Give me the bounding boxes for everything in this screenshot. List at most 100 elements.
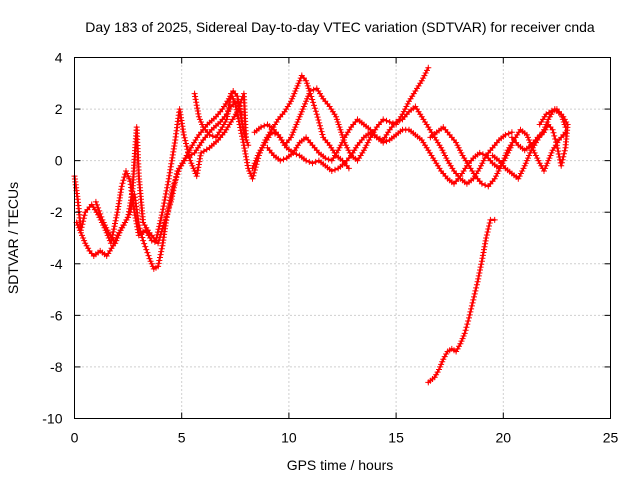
data-point xyxy=(362,144,369,151)
data-point xyxy=(294,82,301,89)
data-point xyxy=(184,146,191,153)
data-point xyxy=(436,366,442,373)
data-point xyxy=(81,212,88,219)
data-point xyxy=(120,177,127,184)
data-point xyxy=(516,173,523,180)
data-point xyxy=(478,162,484,169)
data-point xyxy=(479,151,486,158)
data-point xyxy=(501,155,508,162)
data-point xyxy=(175,168,182,175)
data-point xyxy=(292,88,299,94)
data-point xyxy=(554,145,561,152)
data-point xyxy=(563,119,570,125)
data-point xyxy=(196,155,203,162)
data-point xyxy=(442,152,448,159)
data-point xyxy=(234,109,241,116)
data-point xyxy=(92,198,99,205)
data-point xyxy=(182,137,189,144)
data-point xyxy=(558,159,565,166)
data-point xyxy=(307,88,314,94)
data-point xyxy=(289,131,296,138)
data-point xyxy=(553,142,560,149)
data-point xyxy=(468,305,475,312)
data-point xyxy=(195,164,202,171)
data-point xyxy=(234,112,241,119)
data-point xyxy=(485,226,492,232)
data-point xyxy=(520,165,527,172)
data-point xyxy=(463,324,470,331)
data-point xyxy=(236,121,243,128)
data-point xyxy=(80,235,87,241)
data-point xyxy=(340,137,347,143)
x-tick-labels: 0 5 10 15 20 25 xyxy=(71,430,619,446)
data-point xyxy=(439,358,446,365)
data-point xyxy=(478,261,485,268)
data-point xyxy=(113,212,120,218)
data-point xyxy=(309,96,316,103)
data-point xyxy=(536,121,543,128)
data-point xyxy=(254,152,261,159)
data-point xyxy=(144,249,151,256)
data-point xyxy=(154,229,161,236)
data-point xyxy=(328,168,335,174)
data-point xyxy=(209,133,216,140)
data-point xyxy=(468,302,475,309)
data-point xyxy=(345,165,352,172)
data-point xyxy=(141,240,148,247)
data-point xyxy=(311,102,317,109)
data-point xyxy=(80,215,87,222)
data-point xyxy=(461,330,468,337)
data-point xyxy=(148,260,155,267)
data-point xyxy=(366,137,373,143)
data-point xyxy=(469,299,476,306)
data-point xyxy=(515,175,522,182)
data-point xyxy=(187,157,194,164)
data-point xyxy=(95,204,102,211)
data-point xyxy=(548,149,555,156)
data-point xyxy=(526,137,532,143)
data-point xyxy=(466,311,473,318)
data-point xyxy=(186,154,193,161)
data-point xyxy=(143,246,150,253)
data-point xyxy=(458,149,465,156)
series-trace-2 xyxy=(73,98,245,272)
data-point xyxy=(418,77,425,84)
data-point xyxy=(173,174,180,181)
y-tick-label: -8 xyxy=(50,359,63,375)
y-tick-label: 2 xyxy=(55,101,63,117)
y-tick-label: -2 xyxy=(50,204,63,220)
data-point xyxy=(124,170,130,177)
data-point xyxy=(119,180,126,187)
data-point xyxy=(165,205,172,212)
data-point xyxy=(291,90,298,97)
data-point xyxy=(526,152,532,159)
data-point xyxy=(475,272,482,279)
data-point xyxy=(555,151,562,157)
data-point xyxy=(295,116,302,123)
data-point xyxy=(229,93,236,100)
data-point xyxy=(474,278,481,285)
data-point xyxy=(302,100,308,107)
data-point xyxy=(505,130,512,137)
data-point xyxy=(155,260,162,267)
series-trace-3 xyxy=(92,90,249,247)
data-point xyxy=(476,149,483,156)
data-point xyxy=(553,139,559,146)
chart-title: Day 183 of 2025, Sidereal Day-to-day VTE… xyxy=(85,19,595,35)
data-point xyxy=(167,194,174,201)
data-point xyxy=(249,175,256,182)
data-point xyxy=(527,149,534,156)
data-point xyxy=(157,217,164,224)
data-point xyxy=(338,129,345,136)
data-point xyxy=(310,86,317,93)
data-point xyxy=(478,180,485,187)
data-point xyxy=(239,133,245,140)
data-point xyxy=(118,183,125,190)
y-tick-labels: 4 2 0 -2 -4 -6 -8 -10 xyxy=(42,50,62,427)
data-point xyxy=(171,180,178,187)
data-point xyxy=(100,219,107,226)
data-point xyxy=(158,245,165,252)
data-point xyxy=(541,168,547,174)
data-point xyxy=(551,132,558,139)
data-point xyxy=(185,149,192,155)
